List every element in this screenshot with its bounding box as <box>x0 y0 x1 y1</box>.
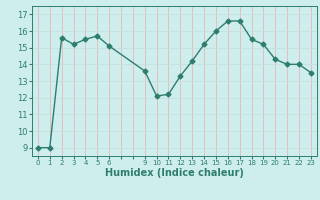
X-axis label: Humidex (Indice chaleur): Humidex (Indice chaleur) <box>105 168 244 178</box>
